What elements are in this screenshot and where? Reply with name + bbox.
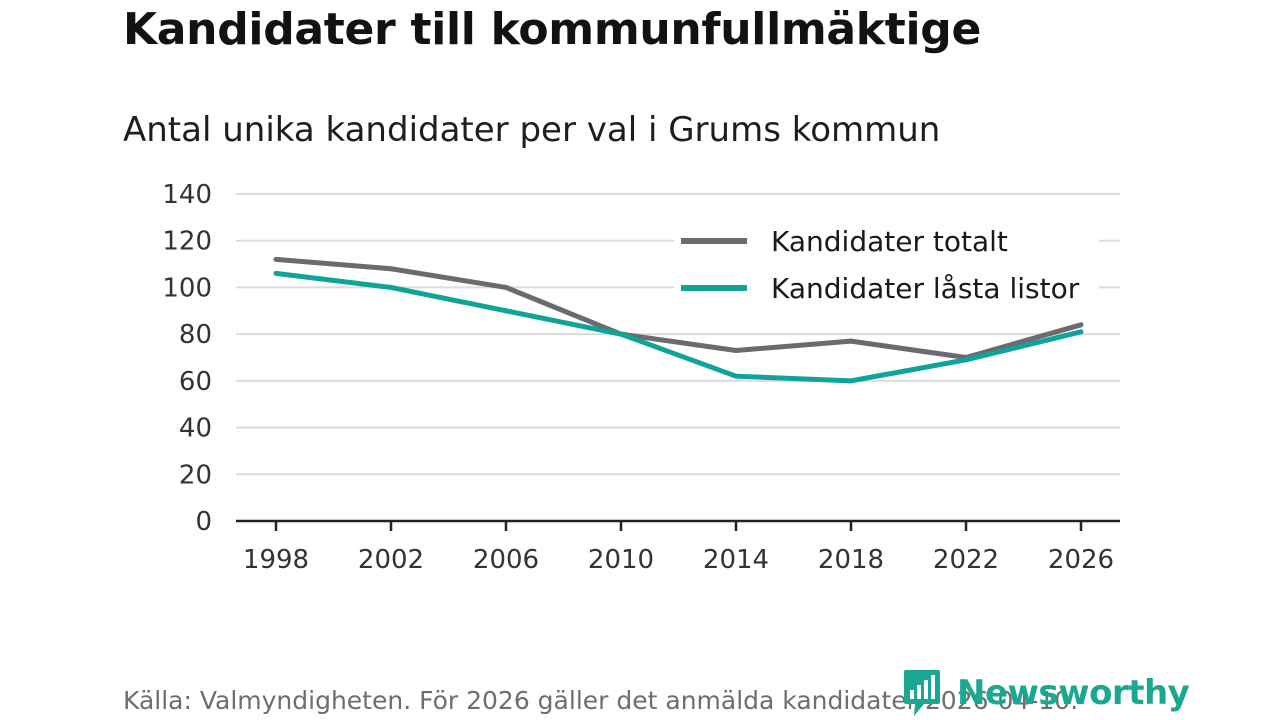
x-tick-label: 1998 xyxy=(243,545,309,575)
x-tick-label: 2018 xyxy=(818,545,884,575)
data-point xyxy=(503,284,509,290)
series-lines xyxy=(273,256,1084,384)
x-tick-label: 2010 xyxy=(588,545,654,575)
data-point xyxy=(848,378,854,384)
data-point xyxy=(848,338,854,344)
y-tick-label: 40 xyxy=(179,414,212,444)
series-line-2 xyxy=(275,270,1082,384)
legend-label-1: Kandidater totalt xyxy=(771,225,1008,258)
chart-subtitle: Antal unika kandidater per val i Grums k… xyxy=(123,110,941,150)
newsworthy-logo-icon xyxy=(904,670,940,716)
legend: Kandidater totalt Kandidater låsta listor xyxy=(674,219,1099,310)
data-point xyxy=(273,256,279,262)
data-point xyxy=(388,284,394,290)
brand-name: Newsworthy xyxy=(957,673,1190,713)
y-tick-label: 120 xyxy=(162,227,212,257)
legend-label-2: Kandidater låsta listor xyxy=(771,272,1080,305)
y-tick-label: 80 xyxy=(179,320,212,350)
data-point xyxy=(388,266,394,272)
series-line-1 xyxy=(275,256,1082,360)
data-point xyxy=(733,373,739,379)
data-point xyxy=(1078,329,1084,335)
x-tick-label: 2014 xyxy=(703,545,769,575)
data-point xyxy=(733,347,739,353)
x-tick-label: 2022 xyxy=(933,545,999,575)
axes: 0 20 40 60 80 100 120 140 1998 2002 2006 2010 2014 20… xyxy=(162,180,1120,575)
data-point xyxy=(1078,322,1084,328)
x-tick-label: 2026 xyxy=(1048,545,1114,575)
data-point xyxy=(618,331,624,337)
data-point xyxy=(503,308,509,314)
newsworthy-brand: Newsworthy xyxy=(902,668,1190,718)
y-tick-label: 140 xyxy=(162,180,212,210)
y-tick-label: 0 xyxy=(195,507,212,537)
y-tick-label: 60 xyxy=(179,367,212,397)
y-tick-label: 20 xyxy=(179,460,212,490)
x-tick-label: 2006 xyxy=(473,545,539,575)
chart-title: Kandidater till kommunfullmäktige xyxy=(123,4,982,55)
data-point xyxy=(273,270,279,276)
data-point xyxy=(963,357,969,363)
x-tick-label: 2002 xyxy=(358,545,424,575)
y-tick-label: 100 xyxy=(162,273,212,303)
